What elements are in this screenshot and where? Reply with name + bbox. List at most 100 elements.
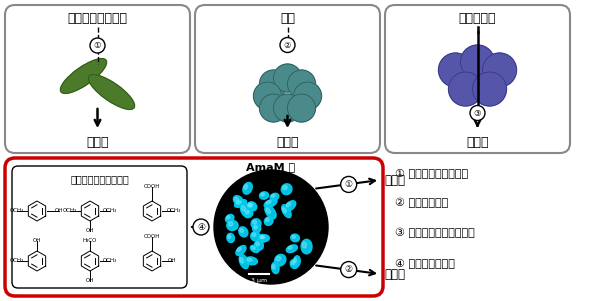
Circle shape (287, 94, 315, 122)
Ellipse shape (264, 217, 273, 225)
Circle shape (448, 72, 483, 106)
Ellipse shape (234, 196, 243, 206)
FancyBboxPatch shape (195, 5, 380, 153)
Ellipse shape (290, 259, 298, 268)
Ellipse shape (276, 256, 281, 261)
Text: OH: OH (168, 259, 176, 263)
Ellipse shape (226, 214, 234, 222)
Ellipse shape (290, 234, 299, 242)
Text: COOH: COOH (144, 234, 160, 240)
Ellipse shape (241, 203, 250, 216)
Ellipse shape (266, 218, 269, 222)
Ellipse shape (281, 184, 292, 195)
Ellipse shape (244, 185, 247, 189)
Ellipse shape (247, 202, 257, 211)
Ellipse shape (239, 227, 248, 237)
Text: OCH₃: OCH₃ (10, 209, 24, 213)
Text: 水素＋二酸化炭素: 水素＋二酸化炭素 (68, 11, 128, 24)
Ellipse shape (229, 222, 233, 226)
Text: 3 μm: 3 μm (251, 278, 267, 283)
Ellipse shape (272, 265, 275, 269)
Ellipse shape (246, 202, 255, 211)
Text: ② 酢酸分解経路: ② 酢酸分解経路 (395, 198, 448, 208)
Ellipse shape (88, 75, 134, 109)
Ellipse shape (302, 242, 307, 248)
Ellipse shape (272, 262, 279, 274)
Circle shape (473, 72, 506, 106)
Ellipse shape (227, 235, 231, 239)
Ellipse shape (253, 225, 261, 233)
Ellipse shape (254, 226, 257, 229)
Ellipse shape (275, 254, 286, 266)
Ellipse shape (283, 185, 287, 190)
Text: OCH₃: OCH₃ (103, 259, 117, 263)
Ellipse shape (255, 240, 263, 250)
Ellipse shape (235, 200, 247, 207)
Ellipse shape (283, 207, 286, 213)
Ellipse shape (247, 258, 252, 261)
Ellipse shape (261, 193, 264, 196)
Ellipse shape (270, 193, 279, 200)
Circle shape (273, 94, 301, 122)
Text: ① 二酸化炭素還元経路: ① 二酸化炭素還元経路 (395, 168, 468, 178)
Ellipse shape (237, 247, 241, 251)
Ellipse shape (293, 258, 296, 263)
Ellipse shape (252, 220, 257, 224)
Text: メタン: メタン (87, 136, 109, 150)
Text: OH: OH (86, 278, 94, 284)
Ellipse shape (285, 201, 296, 211)
Ellipse shape (282, 205, 291, 218)
Circle shape (280, 38, 295, 52)
Ellipse shape (227, 221, 238, 231)
Text: 酢酸: 酢酸 (280, 11, 295, 24)
Circle shape (260, 94, 287, 122)
Ellipse shape (261, 236, 265, 238)
Ellipse shape (286, 245, 298, 253)
Circle shape (439, 53, 473, 87)
Ellipse shape (292, 235, 295, 238)
Text: メタノール: メタノール (459, 11, 496, 24)
Ellipse shape (246, 210, 249, 214)
Text: H₃CO: H₃CO (83, 238, 97, 244)
Ellipse shape (259, 234, 269, 241)
Text: ④: ④ (197, 222, 205, 231)
Ellipse shape (259, 234, 267, 242)
Ellipse shape (301, 239, 312, 254)
Ellipse shape (236, 246, 246, 255)
Text: メタン: メタン (466, 136, 489, 150)
Circle shape (483, 53, 517, 87)
Circle shape (214, 170, 328, 284)
Ellipse shape (272, 194, 275, 197)
Ellipse shape (266, 200, 271, 204)
Text: OH: OH (55, 209, 63, 213)
Text: OCH₃: OCH₃ (167, 209, 181, 213)
Circle shape (287, 70, 315, 98)
Ellipse shape (239, 255, 249, 268)
FancyBboxPatch shape (385, 5, 570, 153)
Ellipse shape (264, 199, 277, 208)
Ellipse shape (291, 261, 295, 265)
FancyBboxPatch shape (5, 158, 383, 296)
Circle shape (341, 262, 357, 278)
Ellipse shape (227, 216, 230, 219)
FancyBboxPatch shape (5, 5, 190, 153)
Ellipse shape (260, 236, 263, 239)
Ellipse shape (250, 245, 259, 253)
Text: ②: ② (345, 265, 353, 274)
Text: COOH: COOH (144, 185, 160, 190)
Circle shape (90, 38, 105, 53)
Ellipse shape (246, 257, 258, 265)
Text: ③: ③ (474, 108, 481, 117)
Text: ②: ② (284, 41, 291, 49)
Circle shape (273, 64, 301, 92)
Ellipse shape (227, 233, 234, 243)
Ellipse shape (236, 201, 241, 204)
Text: OCH₃: OCH₃ (10, 259, 24, 263)
Ellipse shape (293, 256, 300, 267)
Text: ④ 脱メチル化反応: ④ 脱メチル化反応 (395, 258, 455, 268)
Ellipse shape (241, 206, 246, 211)
Text: ③ メチル化合物分解経路: ③ メチル化合物分解経路 (395, 228, 475, 238)
Ellipse shape (260, 192, 269, 199)
Ellipse shape (235, 197, 238, 201)
Ellipse shape (244, 209, 253, 218)
